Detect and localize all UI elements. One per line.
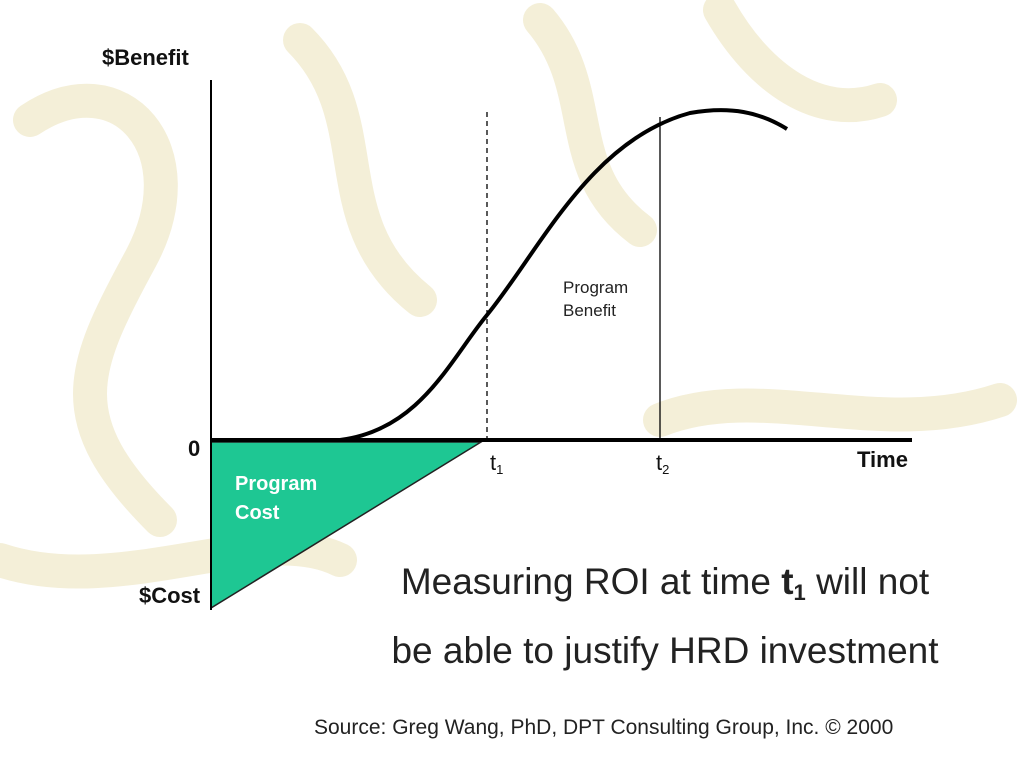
x-axis-time-label: Time — [857, 447, 908, 472]
origin-label: 0 — [188, 436, 201, 461]
roi-statement: Measuring ROI at time t1 will not be abl… — [391, 561, 939, 671]
y-axis-benefit-label: $Benefit — [102, 45, 189, 70]
program-benefit-curve — [211, 108, 789, 442]
t2-label: t2 — [656, 450, 670, 477]
t1-label: t1 — [490, 450, 504, 477]
program-benefit-label: Program Benefit — [563, 278, 629, 320]
program-cost-label: Program Cost — [235, 473, 318, 524]
y-axis-cost-label: $Cost — [139, 583, 201, 608]
source-citation: Source: Greg Wang, PhD, DPT Consulting G… — [314, 716, 894, 739]
